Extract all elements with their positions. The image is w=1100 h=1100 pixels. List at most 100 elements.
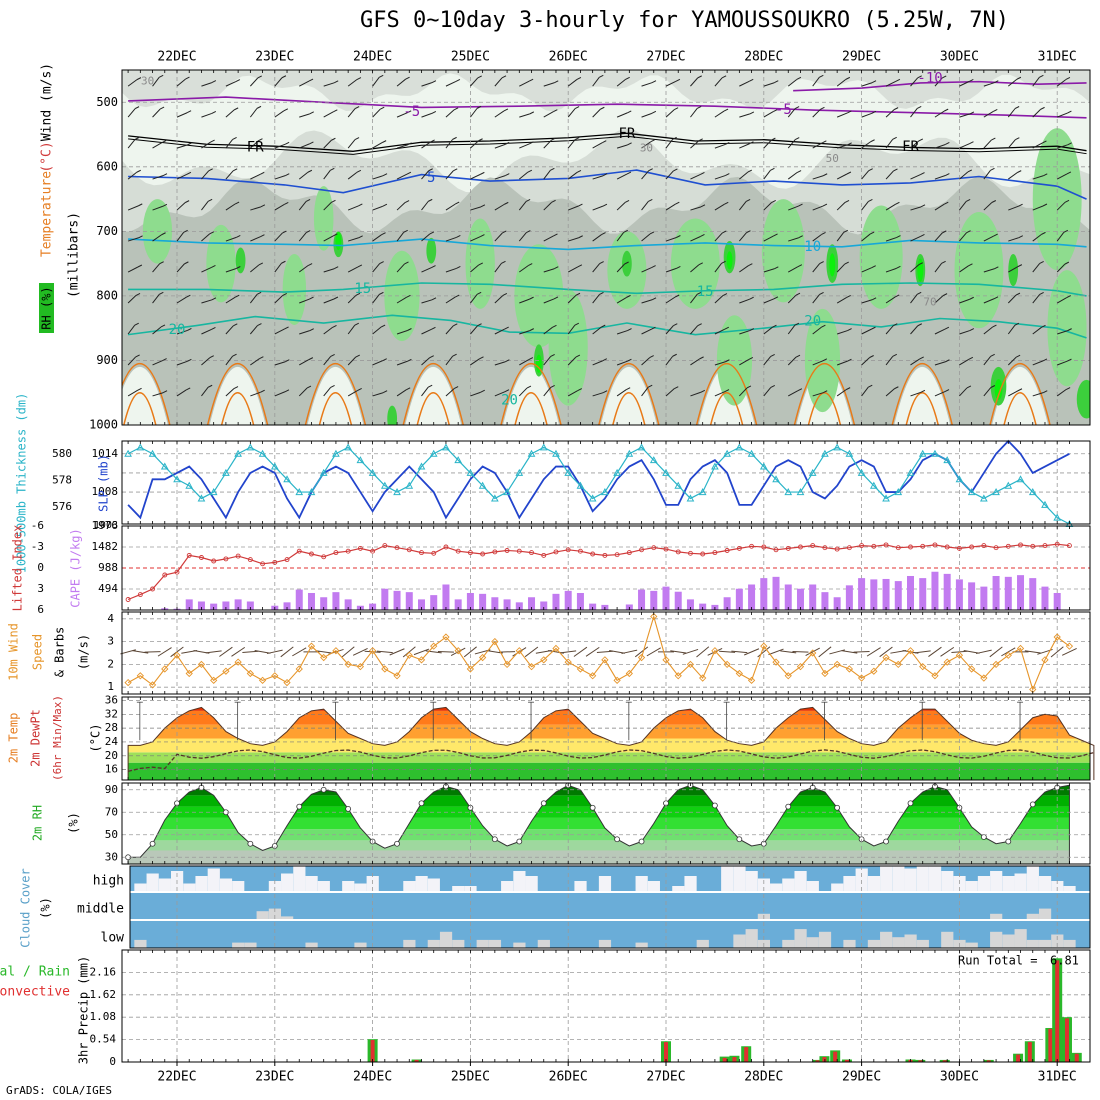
wind-barb [160, 324, 166, 328]
wind-barb [477, 75, 482, 79]
cloud-high-bar [806, 881, 819, 891]
cloud-low-bar [916, 939, 929, 948]
wind-barb [1008, 390, 1019, 397]
wind-barb [186, 171, 192, 175]
wind-barb [771, 199, 776, 203]
wind-barb [966, 230, 971, 234]
wind10-barb [585, 646, 600, 657]
rh-blob-green2 [235, 247, 246, 274]
wind10-barb [463, 646, 477, 658]
wind10-marker [760, 642, 768, 650]
wind-barb [934, 295, 944, 304]
wind-barb [134, 322, 139, 326]
wind10-barb [231, 646, 246, 657]
wind-barb [421, 233, 431, 242]
wind10-marker [943, 658, 951, 666]
wind-barb [553, 233, 558, 237]
rh-dry-cone [209, 366, 266, 425]
cloud-high-bar [1026, 866, 1039, 891]
wind-barb [152, 205, 164, 211]
wind-barb [396, 263, 405, 273]
wind-barb [690, 391, 701, 397]
wind10-marker [491, 637, 499, 646]
isotherm-label: 20 [804, 314, 821, 330]
wind10-marker [955, 651, 964, 659]
wind-barb [207, 198, 213, 202]
cape-bar [332, 592, 340, 610]
cape-bar [760, 578, 768, 610]
cape-bar [870, 579, 878, 610]
wind-barb [1008, 266, 1019, 273]
lifted-index-marker [761, 544, 767, 550]
wind-barb [306, 385, 312, 389]
wind-barb [1032, 205, 1044, 211]
wind-barb [525, 198, 531, 202]
thickness-marker [1004, 481, 1013, 489]
wind-barb [763, 139, 772, 149]
cloud-high-bar [146, 873, 159, 891]
minmax-axis-label: (6hr Min/Max) [51, 695, 64, 781]
cloud-units: (%) [39, 897, 53, 919]
thickness-marker [295, 488, 304, 496]
wind-barb [285, 359, 290, 363]
rh-blob-green1 [548, 289, 588, 406]
wind-barb [323, 326, 333, 335]
cape-bar [968, 582, 976, 610]
lifted-index-marker [932, 542, 938, 548]
wind-barb [871, 326, 876, 330]
thickness-line [127, 446, 1070, 525]
wind10-marker [381, 665, 389, 673]
wind-barb [749, 111, 755, 115]
wind-barb [763, 268, 775, 273]
thickness-marker [283, 475, 291, 483]
thickness-marker [808, 468, 817, 476]
wind-barb [1039, 74, 1044, 78]
lifted-index-marker [700, 551, 706, 557]
lifted-index-marker [260, 561, 266, 567]
cloud-high-bar [513, 871, 526, 891]
wind-barb [225, 81, 237, 87]
wind-barb [836, 231, 845, 242]
wind-barb [836, 297, 847, 304]
wind-barb [494, 391, 506, 397]
thickness-marker [307, 488, 316, 496]
wind-barb [372, 142, 383, 149]
wind-barb [396, 202, 406, 211]
wind-barb [674, 294, 680, 298]
wind-barb [554, 266, 559, 270]
thickness-marker [613, 468, 621, 476]
wind-barb [942, 230, 947, 234]
cloud-high-bar [672, 886, 685, 891]
wind-barb [602, 358, 608, 362]
wind-barb [1007, 294, 1017, 304]
wind-barb [990, 353, 995, 357]
thickness-marker [160, 462, 169, 470]
wind10-barb [389, 648, 405, 656]
cape-bar [466, 592, 474, 610]
wind10-marker [845, 665, 854, 673]
wind-barb [127, 205, 139, 211]
rh-band-gray-dark [122, 176, 1090, 425]
thickness-marker [955, 475, 964, 483]
wind-barb [298, 201, 307, 211]
wind-barb [991, 137, 996, 141]
wind-barb [380, 324, 386, 328]
isotherm-line [128, 238, 1087, 251]
rh2m-marker [345, 805, 352, 812]
cloud-high-bar [794, 871, 807, 891]
wind10-marker [1004, 651, 1012, 659]
precip-convective-bar [370, 1040, 375, 1062]
cloud-low-bar [794, 929, 807, 948]
wind-barb [176, 112, 188, 118]
wind-barb [822, 140, 827, 144]
wind-barb [1018, 235, 1023, 239]
wind-barb [249, 294, 258, 304]
wind-barb [797, 388, 803, 392]
rh2m-marker [712, 802, 718, 809]
wind10-marker [772, 658, 780, 666]
wind-barb [592, 294, 600, 304]
wind-barb [787, 324, 796, 335]
wind10-marker [919, 663, 927, 671]
wind-barb [714, 232, 723, 242]
wind-barb [372, 263, 381, 273]
